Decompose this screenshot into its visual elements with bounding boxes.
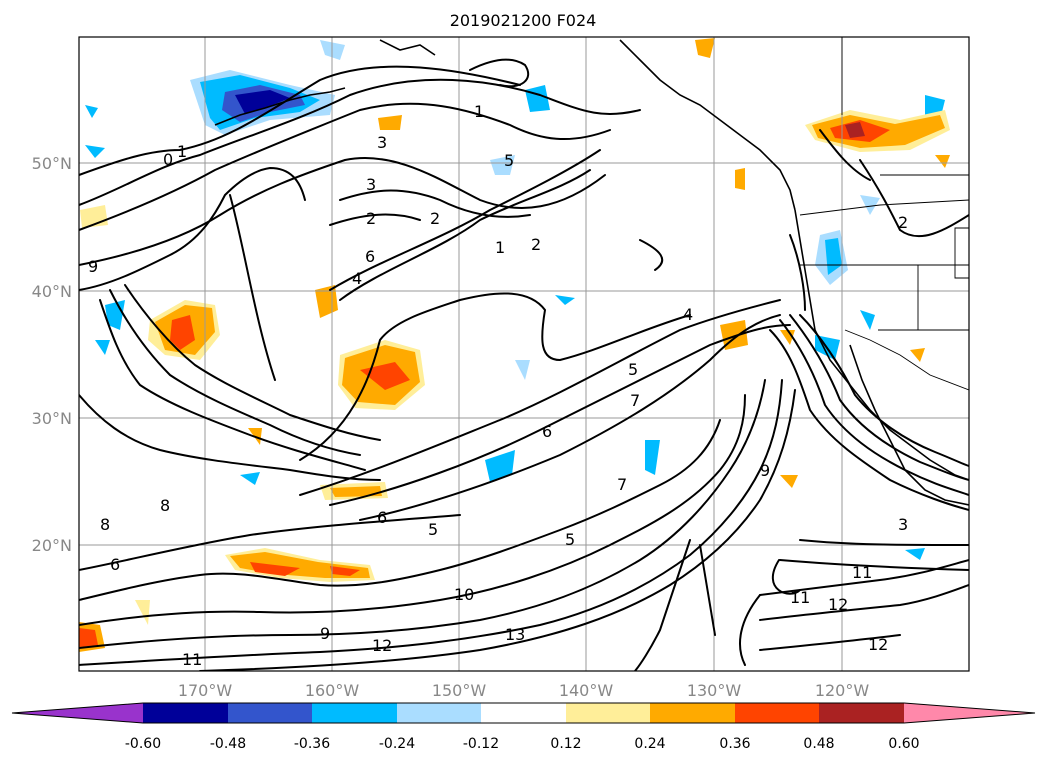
contour-label: 8 [100, 515, 110, 534]
contour-label: 9 [88, 257, 98, 276]
contour-label: 6 [377, 508, 387, 527]
lat-label-50n: 50°N [32, 154, 72, 173]
contour-label: 4 [683, 305, 693, 324]
map-frame [78, 36, 970, 672]
contour-label: 4 [352, 269, 362, 288]
contour-label: 5 [628, 360, 638, 379]
contour-label: 12 [372, 636, 392, 655]
colorbar-tick-label: -0.36 [294, 736, 330, 752]
lon-label-120w: 120°W [815, 681, 870, 700]
contour-label: 2 [366, 209, 376, 228]
colorbar-tick-label: 0.48 [803, 736, 834, 752]
latitude-labels: 50°N 40°N 30°N 20°N [32, 154, 72, 555]
contour-label: 6 [110, 555, 120, 574]
contour-label: 1 [495, 238, 505, 257]
contour-label: 5 [428, 520, 438, 539]
colorbar-bin [397, 703, 481, 723]
lon-label-150w: 150°W [432, 681, 487, 700]
lon-label-170w: 170°W [178, 681, 233, 700]
contour-label: 1 [177, 142, 187, 161]
contour-label: 5 [565, 530, 575, 549]
contour-label: 9 [320, 624, 330, 643]
map-plot-area: 0 1 1 1 2 2 2 2 3 3 3 4 4 5 5 5 5 6 6 6 … [78, 36, 970, 672]
figure-title: 2019021200 F024 [450, 11, 597, 30]
contour-label: 10 [454, 585, 474, 604]
lat-label-30n: 30°N [32, 409, 72, 428]
longitude-labels: 170°W 160°W 150°W 140°W 130°W 120°W [178, 681, 870, 700]
contour-label: 6 [542, 422, 552, 441]
contour-label: 1 [474, 102, 484, 121]
political-borders [799, 37, 969, 391]
colorbar-bin [312, 703, 397, 723]
colorbar-bin [481, 703, 566, 723]
contour-label: 12 [868, 635, 888, 654]
contour-label: 7 [630, 391, 640, 410]
lon-label-130w: 130°W [687, 681, 742, 700]
contour-label: 7 [617, 475, 627, 494]
contour-label: 0 [163, 150, 173, 169]
contour-label: 11 [182, 650, 202, 669]
contour-label: 13 [505, 625, 525, 644]
colorbar-tick-label: 0.12 [550, 736, 581, 752]
contour-label: 11 [852, 563, 872, 582]
colorbar-bin [143, 703, 228, 723]
contour-label: 3 [377, 133, 387, 152]
colorbar-bin [228, 703, 312, 723]
contour-label: 9 [760, 461, 770, 480]
lat-label-40n: 40°N [32, 282, 72, 301]
contour-label: 2 [531, 235, 541, 254]
colorbar-bin [819, 703, 904, 723]
colorbar-tick-label: -0.12 [463, 736, 499, 752]
colorbar-tick-labels: -0.60 -0.48 -0.36 -0.24 -0.12 0.12 0.24 … [125, 736, 920, 752]
colorbar-tick-label: 0.60 [888, 736, 919, 752]
contour-label: 12 [828, 595, 848, 614]
contour-label: 11 [790, 588, 810, 607]
colorbar-bin [566, 703, 650, 723]
colorbar: -0.60 -0.48 -0.36 -0.24 -0.12 0.12 0.24 … [11, 702, 1036, 752]
colorbar-bin [735, 703, 819, 723]
contour-label: 8 [160, 496, 170, 515]
colorbar-tick-label: 0.36 [719, 736, 750, 752]
colorbar-tick-label: -0.48 [210, 736, 246, 752]
map-background [79, 37, 969, 671]
colorbar-tick-label: 0.24 [634, 736, 665, 752]
colorbar-extend-high [904, 703, 1035, 723]
lon-label-140w: 140°W [559, 681, 614, 700]
colorbar-outline [11, 702, 1036, 724]
contour-label: 5 [504, 151, 514, 170]
lon-label-160w: 160°W [305, 681, 360, 700]
contour-lines [79, 58, 969, 671]
contour-label: 2 [430, 209, 440, 228]
colorbar-tick-label: -0.24 [379, 736, 415, 752]
contour-label: 3 [898, 515, 908, 534]
colorbar-bin [650, 703, 735, 723]
colorbar-tick-label: -0.60 [125, 736, 161, 752]
contour-label: 2 [898, 213, 908, 232]
colorbar-extend-low [12, 703, 143, 723]
lat-label-20n: 20°N [32, 536, 72, 555]
contour-label: 3 [366, 175, 376, 194]
contour-label: 6 [365, 247, 375, 266]
contour-labels: 0 1 1 1 2 2 2 2 3 3 3 4 4 5 5 5 5 6 6 6 … [88, 102, 908, 669]
